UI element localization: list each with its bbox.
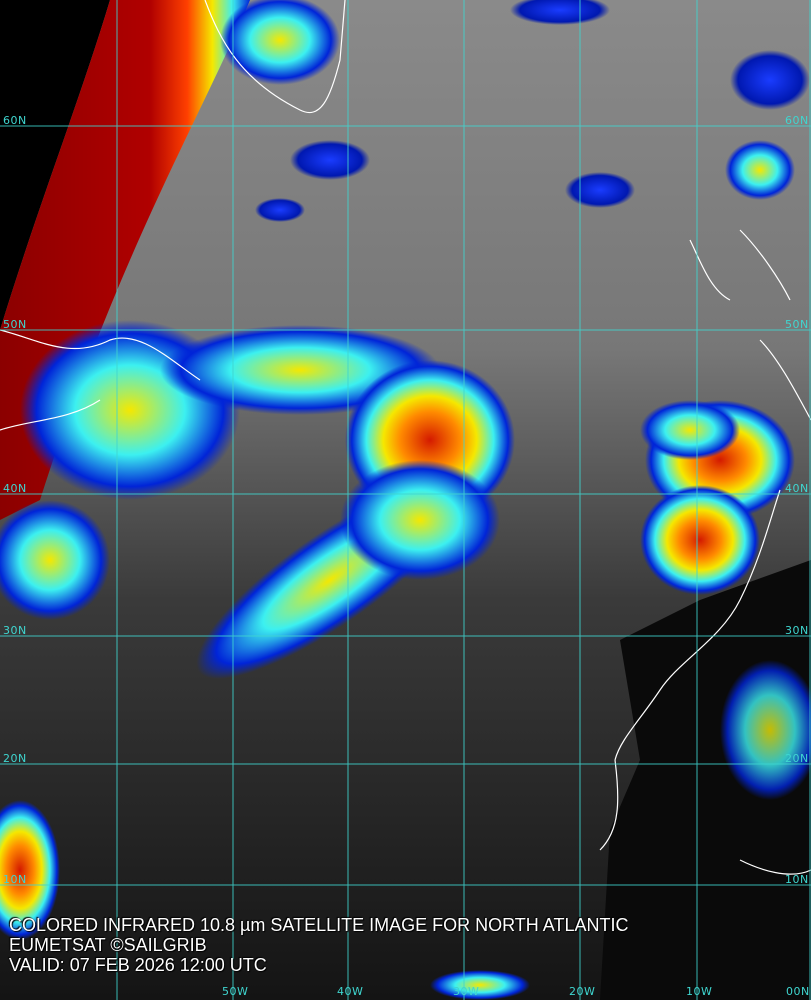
lat-label-20n: 20N: [3, 752, 27, 765]
lon-label-00: 00N: [786, 985, 810, 998]
lat-label-40n: 40N: [3, 482, 27, 495]
lat-label-50n: 50N: [3, 318, 27, 331]
lat-label-20n-right: 20N: [785, 752, 809, 765]
lat-label-40n-right: 40N: [785, 482, 809, 495]
lat-label-30n: 30N: [3, 624, 27, 637]
lon-label-30w: 30W: [453, 985, 480, 998]
lon-label-20w: 20W: [569, 985, 596, 998]
lon-label-10w: 10W: [686, 985, 713, 998]
lon-label-50w: 50W: [222, 985, 249, 998]
lat-label-30n-right: 30N: [785, 624, 809, 637]
lat-label-10n-right: 10N: [785, 873, 809, 886]
caption-credit: EUMETSAT ©SAILGRIB: [9, 935, 207, 955]
lat-label-60n: 60N: [3, 114, 27, 127]
lat-label-10n: 10N: [3, 873, 27, 886]
image-caption: COLORED INFRARED 10.8 µm SATELLITE IMAGE…: [9, 915, 628, 975]
lon-label-40w: 40W: [337, 985, 364, 998]
coastlines: [0, 0, 811, 875]
caption-valid-time: VALID: 07 FEB 2026 12:00 UTC: [9, 955, 267, 975]
lat-label-50n-right: 50N: [785, 318, 809, 331]
lat-label-60n-right: 60N: [785, 114, 809, 127]
caption-title: COLORED INFRARED 10.8 µm SATELLITE IMAGE…: [9, 915, 629, 935]
